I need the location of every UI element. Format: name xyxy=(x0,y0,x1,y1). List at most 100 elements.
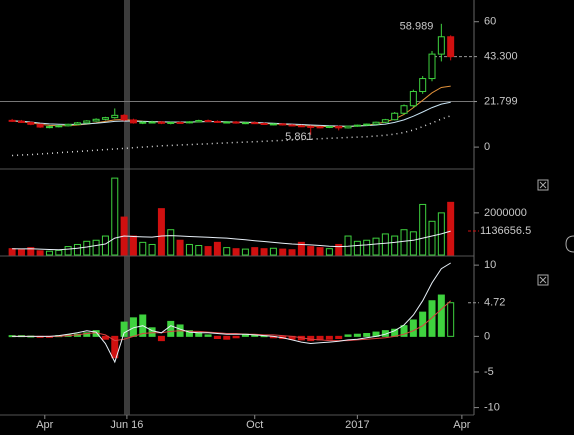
volume-bar xyxy=(101,235,109,256)
volume-bar xyxy=(213,241,221,256)
volume-bar xyxy=(195,245,203,256)
histogram-bar xyxy=(213,335,221,339)
x-tick-label: Apr xyxy=(36,419,53,431)
y-tick-label: 2000000 xyxy=(484,207,527,219)
volume-bar xyxy=(27,247,35,256)
histogram-bar xyxy=(419,311,427,337)
x-tick-label: Oct xyxy=(246,419,263,431)
candle-body xyxy=(223,121,231,124)
candle-body xyxy=(111,114,119,119)
volume-bar xyxy=(307,246,315,256)
close-button[interactable] xyxy=(537,179,549,191)
histogram-bar xyxy=(409,319,417,337)
candle-body xyxy=(437,36,445,55)
histogram-bar xyxy=(223,335,231,340)
volume-bar xyxy=(36,250,44,256)
volume-bar xyxy=(167,229,175,256)
candle-body xyxy=(157,121,165,124)
candle-body xyxy=(409,91,417,107)
signal-line xyxy=(12,300,452,342)
volume-bar xyxy=(260,248,268,256)
candle-body xyxy=(167,121,175,124)
low-annotation: 5.861 xyxy=(285,131,313,143)
volume-bar xyxy=(344,235,352,256)
x-tick-label: Jun 16 xyxy=(110,419,143,431)
candle-body xyxy=(269,123,277,126)
histogram-bar xyxy=(353,333,361,337)
value-marker-label: 4.72 xyxy=(484,297,505,309)
volume-bar xyxy=(92,239,100,256)
volume-bar xyxy=(129,235,137,256)
candle-body xyxy=(8,119,16,122)
volume-bar xyxy=(381,233,389,256)
candle-body xyxy=(55,125,63,128)
histogram-bar xyxy=(111,335,119,359)
candle-body xyxy=(101,117,109,120)
volume-bar xyxy=(316,247,324,256)
candle-body xyxy=(241,122,249,125)
volume-bar xyxy=(17,249,25,256)
resize-handle[interactable] xyxy=(565,235,574,253)
volume-bar xyxy=(204,246,212,256)
volume-bar xyxy=(185,243,193,256)
candle-body xyxy=(120,114,128,121)
candle-body xyxy=(232,121,240,124)
volume-bar xyxy=(223,247,231,256)
volume-bar xyxy=(157,208,165,256)
histogram-bar xyxy=(204,334,212,337)
volume-bar xyxy=(297,241,305,256)
histogram-bar xyxy=(101,335,109,340)
volume-bar xyxy=(391,235,399,256)
volume-bar xyxy=(279,248,287,256)
volume-bar xyxy=(269,247,277,256)
volume-bar xyxy=(419,203,427,256)
volume-bar xyxy=(232,248,240,256)
candle-body xyxy=(204,120,212,123)
candle-body xyxy=(428,53,436,80)
y-tick-label: 0 xyxy=(484,141,490,153)
volume-bar xyxy=(251,247,259,256)
candle-body xyxy=(353,124,361,127)
volume-bar xyxy=(335,243,343,256)
price-marker-label: 21.799 xyxy=(484,95,518,107)
candle-body xyxy=(129,119,137,124)
y-tick-label: -5 xyxy=(484,366,494,378)
price-marker-label: 43.300 xyxy=(484,51,518,63)
candle-body xyxy=(363,123,371,126)
high-annotation: 58.989 xyxy=(400,21,434,33)
volume-bar xyxy=(176,239,184,256)
candle-body xyxy=(73,122,81,125)
candle-body xyxy=(391,112,399,121)
x-tick-label: Apr xyxy=(453,419,470,431)
volume-bar xyxy=(8,248,16,256)
volume-bar xyxy=(325,248,333,256)
histogram-bar xyxy=(400,325,408,337)
volume-bar xyxy=(139,241,147,256)
histogram-bar xyxy=(428,300,436,337)
histogram-bar xyxy=(232,335,240,339)
candle-body xyxy=(447,36,455,58)
candle-body xyxy=(148,121,156,124)
candle-body xyxy=(419,78,427,93)
y-tick-label: 60 xyxy=(484,16,496,28)
crosshair-band xyxy=(124,0,130,415)
histogram-bar xyxy=(447,302,455,337)
candle-body xyxy=(36,123,44,128)
close-button[interactable] xyxy=(537,274,549,286)
candle-body xyxy=(400,105,408,114)
candle-body xyxy=(251,122,259,125)
histogram-bar xyxy=(148,327,156,337)
candle-body xyxy=(185,121,193,124)
candle-body xyxy=(260,122,268,125)
volume-bar xyxy=(409,231,417,256)
candle-body xyxy=(344,125,352,129)
value-marker-label: 1136656.5 xyxy=(480,225,531,237)
histogram-bar xyxy=(195,332,203,337)
volume-bar xyxy=(353,240,361,256)
volume-bar xyxy=(288,249,296,256)
candle-body xyxy=(176,121,184,124)
volume-bar xyxy=(55,249,63,256)
volume-bar xyxy=(83,240,91,256)
